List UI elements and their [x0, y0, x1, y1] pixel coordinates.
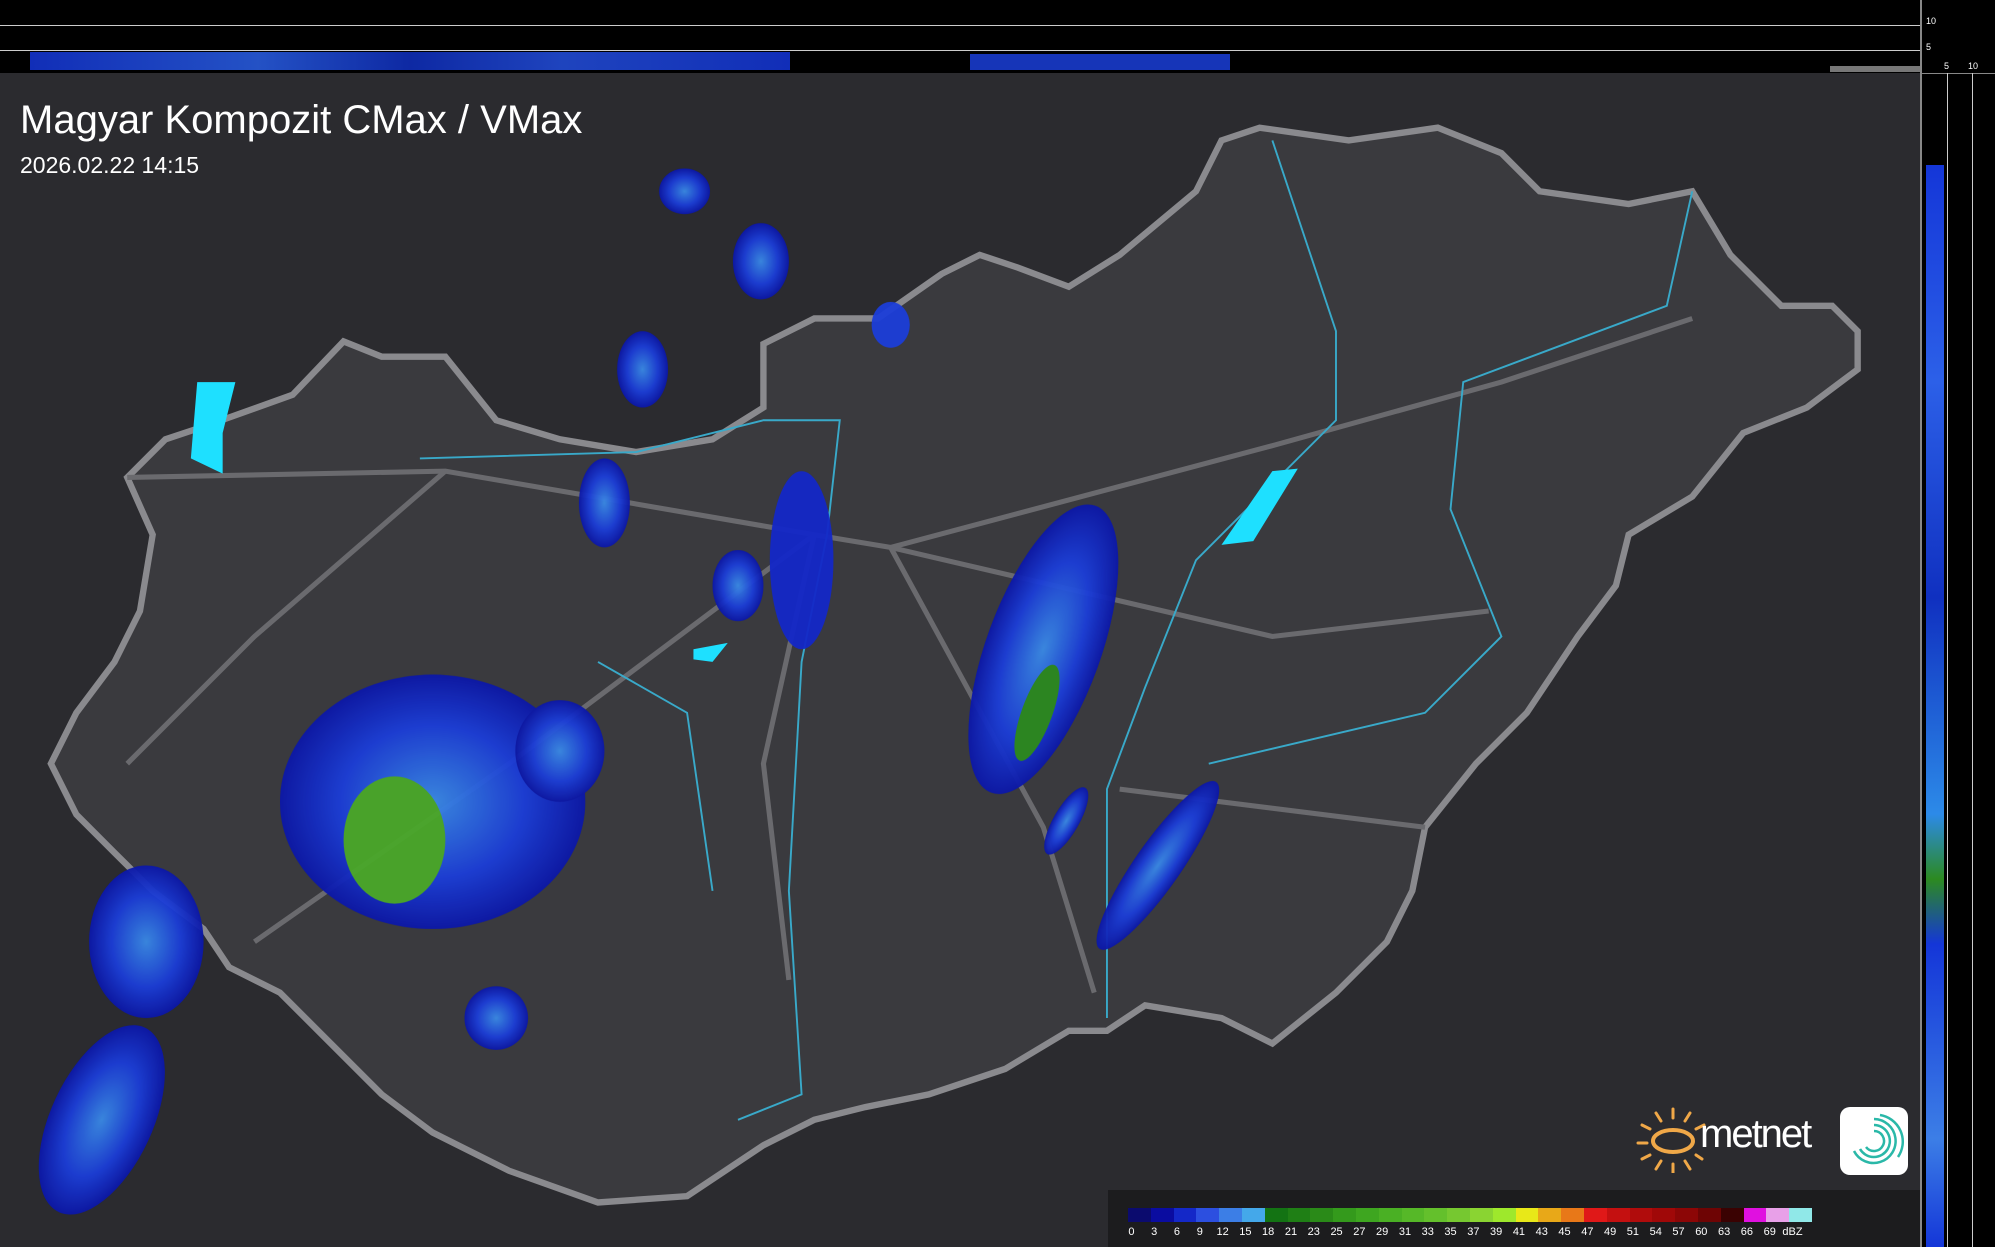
legend-swatch	[1561, 1208, 1584, 1222]
profile-echo-west	[30, 52, 790, 70]
lakes	[190, 382, 1298, 662]
legend-swatch	[1789, 1208, 1812, 1222]
vertical-profile-panel: 10 5 5 10	[1920, 0, 1995, 1247]
legend-swatch	[1743, 1208, 1767, 1222]
legend-labels: 0 3 6 9 12 15 18 21 23 25 27 29 31 33 35 37 39 41 43 45 47 49…	[1120, 1226, 1804, 1238]
legend-swatches	[1128, 1208, 1812, 1222]
gridline-5	[0, 50, 1920, 51]
legend-swatch	[1606, 1208, 1630, 1222]
timestamp: 2026.02.22 14:15	[20, 152, 200, 178]
legend-label: 49	[1604, 1226, 1617, 1238]
legend-label: 35	[1444, 1226, 1457, 1238]
metnet-sun-logo-icon	[1636, 1107, 1706, 1173]
legend-label: 63	[1717, 1226, 1731, 1238]
tick-label: 5	[1926, 42, 1932, 52]
lake-neusiedl	[190, 382, 236, 474]
legend-swatch	[1150, 1208, 1174, 1222]
legend-swatch	[1447, 1208, 1470, 1222]
profile-echo-east	[970, 54, 1230, 70]
gridline-10	[0, 25, 1920, 26]
legend-swatch	[1378, 1208, 1402, 1222]
tick-label: 10	[1968, 61, 1979, 71]
legend-label: 33	[1421, 1226, 1434, 1238]
legend-swatch	[1333, 1208, 1356, 1222]
legend-swatch	[1196, 1208, 1220, 1222]
metnet-logo-text: metnet	[1700, 1112, 1812, 1156]
legend-swatch	[1219, 1208, 1242, 1222]
tick-label: 10	[1926, 16, 1937, 26]
legend-swatch	[1629, 1208, 1653, 1222]
legend-label: 45	[1558, 1226, 1571, 1238]
legend-label: 21	[1284, 1226, 1298, 1238]
legend-unit: dBZ	[1782, 1226, 1803, 1238]
app-logo-icon	[1840, 1107, 1908, 1175]
map-title: Magyar Kompozit CMax / VMax	[20, 98, 583, 142]
legend-swatch	[1469, 1208, 1493, 1222]
legend-label: 57	[1672, 1226, 1685, 1238]
legend-label: 15	[1239, 1226, 1252, 1238]
legend-label: 9	[1196, 1226, 1203, 1238]
legend-label: 66	[1740, 1226, 1754, 1238]
legend-label: 43	[1535, 1226, 1548, 1238]
legend-swatch	[1424, 1208, 1448, 1222]
legend-swatch	[1697, 1208, 1721, 1222]
legend-label: 51	[1626, 1226, 1640, 1238]
legend-label: 18	[1262, 1226, 1275, 1238]
legend-label: 31	[1398, 1226, 1412, 1238]
legend-label: 39	[1490, 1226, 1503, 1238]
legend-label: 41	[1512, 1226, 1526, 1238]
legend-swatch	[1310, 1208, 1334, 1222]
legend-swatch	[1264, 1208, 1288, 1222]
legend-swatch	[1401, 1208, 1425, 1222]
legend-label: 37	[1467, 1226, 1480, 1238]
gridline-5	[1947, 73, 1948, 1247]
legend-swatch	[1720, 1208, 1744, 1222]
dbz-color-legend: 0 3 6 9 12 15 18 21 23 25 27 29 31 33 35 37 39 41 43 45 47 49…	[1108, 1190, 1920, 1247]
legend-label: 27	[1353, 1226, 1366, 1238]
legend-swatch	[1173, 1208, 1197, 1222]
legend-swatch	[1538, 1208, 1562, 1222]
legend-swatch	[1515, 1208, 1539, 1222]
radar-map[interactable]	[0, 73, 1920, 1247]
radar-echoes	[38, 168, 1220, 1215]
legend-swatch	[1128, 1208, 1151, 1222]
legend-swatch	[1241, 1208, 1265, 1222]
lake-velence	[693, 642, 728, 662]
legend-label: 54	[1649, 1226, 1662, 1238]
legend-label: 69	[1763, 1226, 1776, 1238]
legend-label: 3	[1151, 1226, 1158, 1238]
legend-swatch	[1287, 1208, 1311, 1222]
axis-line	[1922, 73, 1995, 74]
legend-label: 25	[1330, 1226, 1343, 1238]
legend-swatch	[1675, 1208, 1698, 1222]
tick-label: 5	[1944, 61, 1950, 71]
legend-swatch	[1652, 1208, 1676, 1222]
legend-label: 0	[1128, 1226, 1135, 1238]
horizontal-profile-panel	[0, 0, 1920, 73]
legend-label: 29	[1376, 1226, 1389, 1238]
profile-echo	[1926, 165, 1944, 1247]
legend-label: 47	[1581, 1226, 1594, 1238]
legend-swatch	[1492, 1208, 1516, 1222]
rivers	[419, 140, 1694, 1121]
profile-ground	[1830, 66, 1920, 72]
map-overlay	[38, 124, 1861, 1215]
legend-label: 12	[1216, 1226, 1229, 1238]
legend-label: 23	[1307, 1226, 1320, 1238]
gridline-10	[1972, 73, 1973, 1247]
legend-swatch	[1583, 1208, 1607, 1222]
legend-swatch	[1766, 1208, 1790, 1222]
legend-label: 6	[1173, 1226, 1181, 1238]
legend-swatch	[1355, 1208, 1379, 1222]
lake-tisza	[1221, 468, 1298, 545]
legend-label: 60	[1695, 1226, 1708, 1238]
